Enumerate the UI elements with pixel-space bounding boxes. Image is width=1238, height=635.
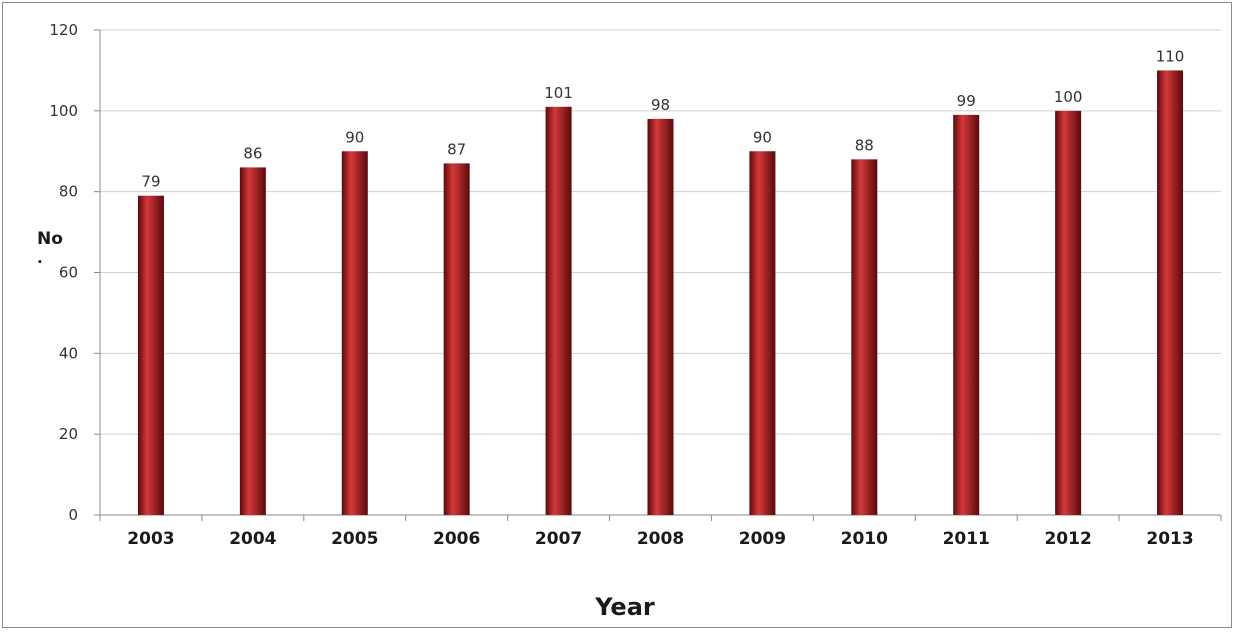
x-tick-label-2012: 2012 [1044, 529, 1091, 549]
data-label-2013: 110 [1156, 47, 1185, 65]
x-axis-title: Year [594, 593, 655, 621]
bar-2011 [953, 114, 980, 515]
y-tick-label-60: 60 [59, 264, 78, 282]
bar-2009 [749, 151, 776, 515]
data-label-2004: 86 [243, 144, 262, 162]
data-label-2008: 98 [651, 96, 670, 114]
data-label-2010: 88 [855, 136, 874, 154]
bar-2008 [647, 118, 674, 516]
x-tick-label-2009: 2009 [739, 529, 786, 549]
chart-frame: 79 86 90 87 101 98 90 88 99 100 110 0 20 40 60 80 100 12… [2, 2, 1232, 628]
y-tick-label-40: 40 [59, 344, 78, 362]
bar-2012 [1055, 110, 1082, 515]
bar-2005 [341, 151, 368, 515]
x-tick-label-2005: 2005 [331, 529, 378, 549]
data-label-2005: 90 [345, 128, 364, 146]
y-tick-label-120: 120 [49, 21, 78, 39]
bars [137, 70, 1184, 516]
bar-2004 [239, 167, 266, 515]
x-tick-label-2004: 2004 [229, 529, 276, 549]
data-label-2012: 100 [1054, 88, 1083, 106]
bar-2006 [443, 163, 470, 515]
x-tick-labels: 2003 2004 2005 2006 2007 2008 2009 2010 2011 2012… [127, 529, 1193, 549]
y-tick-label-0: 0 [68, 506, 78, 524]
y-axis-title-mark: . [37, 249, 43, 267]
x-tick-label-2007: 2007 [535, 529, 582, 549]
x-tick-label-2013: 2013 [1146, 529, 1193, 549]
data-label-2011: 99 [957, 92, 976, 110]
data-label-2006: 87 [447, 140, 466, 158]
x-tick-label-2010: 2010 [841, 529, 888, 549]
y-tick-label-80: 80 [59, 183, 78, 201]
data-labels: 79 86 90 87 101 98 90 88 99 100 110 [141, 47, 1184, 190]
x-tick-label-2008: 2008 [637, 529, 684, 549]
y-axis-title: No [37, 229, 63, 249]
bar-2013 [1157, 70, 1184, 516]
x-tick-label-2011: 2011 [943, 529, 990, 549]
x-tick-label-2003: 2003 [127, 529, 174, 549]
bar-2003 [137, 195, 164, 516]
bar-chart: 79 86 90 87 101 98 90 88 99 100 110 0 20 40 60 80 100 12… [37, 21, 1222, 621]
bar-2010 [851, 159, 878, 516]
data-label-2009: 90 [753, 128, 772, 146]
y-tick-labels: 0 20 40 60 80 100 120 [49, 21, 78, 524]
y-tick-label-100: 100 [49, 102, 78, 120]
x-tick-label-2006: 2006 [433, 529, 480, 549]
bar-2007 [545, 106, 572, 516]
data-label-2007: 101 [544, 84, 573, 102]
y-tick-label-20: 20 [59, 425, 78, 443]
data-label-2003: 79 [141, 173, 160, 191]
